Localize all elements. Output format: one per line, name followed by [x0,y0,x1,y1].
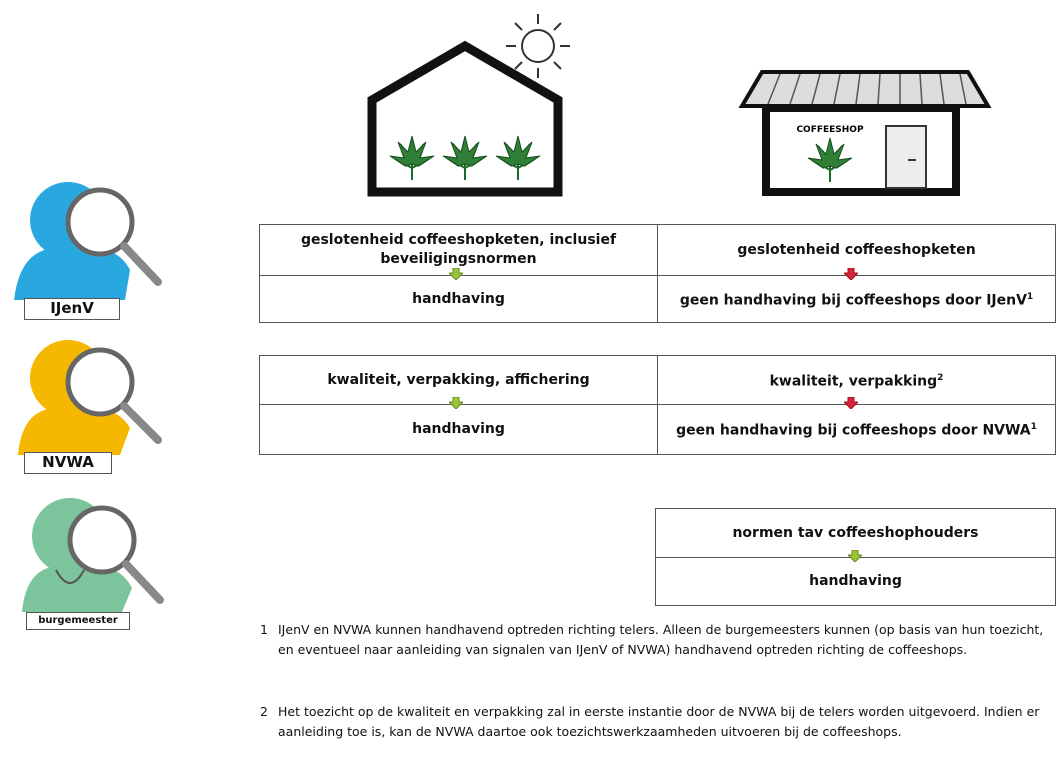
cell-text: kwaliteit, verpakking2 [770,369,944,392]
cell: handhaving [656,557,1055,605]
coffeeshop-sign: COFFEESHOP [796,125,864,135]
cell-text: kwaliteit, verpakking, affichering [327,371,589,390]
footnote: 2 Het toezicht op de kwaliteit en verpak… [260,702,1050,742]
footnote-ref: 1 [1027,292,1033,302]
cell: geen handhaving bij coffeeshops door NVW… [657,404,1055,454]
footnote-number: 2 [260,702,278,742]
arrow-red [844,397,858,409]
footnote: 1 IJenV en NVWA kunnen handhavend optred… [260,620,1050,660]
arrow-red [844,268,858,280]
actor-icon [22,498,160,612]
table: kwaliteit, verpakking, affichering kwali… [259,355,1056,455]
actor-icon [18,340,158,455]
arrow-green [848,550,862,562]
cell-text: geen handhaving bij coffeeshops door NVW… [676,423,1031,439]
actor-label: burgemeester [26,612,130,630]
actor-icon [14,182,158,300]
coffeeshop-icon: COFFEESHOP [742,72,988,192]
footnote-number: 1 [260,620,278,660]
footnote-ref: 1 [1031,422,1037,432]
cell-text: handhaving [809,572,902,591]
greenhouse-icon [372,14,570,192]
cell-text: kwaliteit, verpakking [770,373,938,389]
arrow-green [449,268,463,280]
cell: handhaving [260,275,657,322]
actor-label: IJenV [24,298,120,320]
cell-text: geen handhaving bij coffeeshops door IJe… [680,292,1027,308]
cell-text: geslotenheid coffeeshopketen, inclusief … [274,231,643,269]
cell-text: handhaving [412,290,505,309]
cell-text: normen tav coffeeshophouders [732,524,978,543]
arrow-green [449,397,463,409]
cell: geen handhaving bij coffeeshops door IJe… [657,275,1055,322]
cell-text: geslotenheid coffeeshopketen [737,241,975,260]
cell-text: geen handhaving bij coffeeshops door IJe… [680,288,1033,311]
footnote-ref: 2 [937,373,943,383]
cell: handhaving [260,404,657,454]
cell-text: geen handhaving bij coffeeshops door NVW… [676,418,1037,441]
table: geslotenheid coffeeshopketen, inclusief … [259,224,1056,323]
page: COFFEESHOP IJenV NVWA burgemeester geslo… [0,0,1058,765]
footnote-text: Het toezicht op de kwaliteit en verpakki… [278,702,1050,742]
actor-label: NVWA [24,452,112,474]
cell-text: handhaving [412,420,505,439]
footnote-text: IJenV en NVWA kunnen handhavend optreden… [278,620,1050,660]
